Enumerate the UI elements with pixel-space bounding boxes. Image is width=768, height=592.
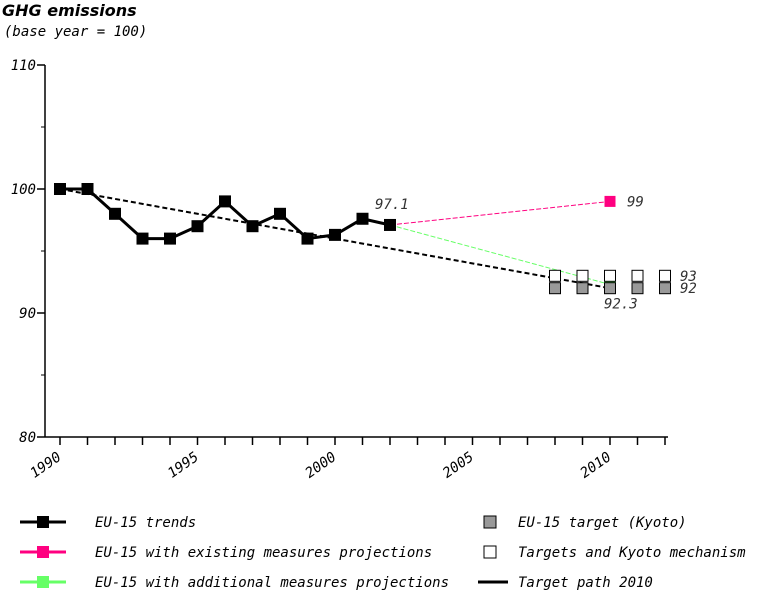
legend-marker [37, 576, 49, 588]
x-tick-label: 2010 [577, 449, 614, 481]
y-tick-label: 100 [11, 182, 36, 198]
legend-label: Target path 2010 [518, 575, 653, 591]
data-label: 99 [627, 194, 644, 210]
legend-label: EU-15 trends [95, 515, 196, 531]
series-line-2 [389, 224, 611, 285]
legend-marker [483, 545, 497, 559]
x-tick-label: 1995 [165, 449, 202, 481]
data-point-0 [274, 207, 286, 220]
data-label: 93 [680, 269, 697, 285]
data-point-kyoto-target [659, 282, 671, 295]
data-point-0 [329, 228, 341, 241]
data-point-kyoto-target [549, 282, 561, 295]
legend-label: EU-15 with existing measures projections [95, 545, 432, 561]
legend-label: Targets and Kyoto mechanism [518, 545, 746, 561]
data-point-1 [604, 195, 616, 207]
data-point-0 [136, 232, 149, 245]
data-point-kyoto-mechanism [631, 269, 644, 282]
data-point-0 [301, 232, 314, 245]
data-point-kyoto-target [604, 282, 616, 295]
legend-label: EU-15 target (Kyoto) [518, 515, 687, 531]
data-label: 92 [680, 281, 697, 297]
data-point-0 [109, 207, 121, 220]
data-point-kyoto-mechanism [604, 269, 616, 282]
legend-marker [37, 516, 49, 528]
data-label: 97.1 [375, 197, 409, 213]
data-point-0 [81, 183, 94, 195]
data-point-kyoto-mechanism [659, 269, 671, 282]
series-line-target-path [59, 188, 611, 290]
data-point-0 [356, 212, 369, 225]
data-point-kyoto-mechanism [549, 269, 561, 282]
data-point-0 [246, 220, 259, 233]
y-tick-label: 90 [19, 306, 36, 322]
data-point-0 [219, 195, 231, 208]
data-point-0 [191, 220, 204, 233]
x-tick-label: 1990 [27, 449, 64, 481]
data-point-0 [164, 232, 176, 245]
y-tick-label: 110 [11, 58, 36, 74]
legend-marker [483, 515, 497, 529]
chart-subtitle: (base year = 100) [4, 24, 148, 40]
data-label: 92.3 [604, 296, 638, 312]
data-point-kyoto-target [576, 282, 589, 295]
data-point-0 [54, 183, 66, 195]
legend-label: EU-15 with additional measures projectio… [95, 575, 449, 591]
x-tick-label: 2000 [302, 449, 339, 481]
y-tick-label: 80 [19, 430, 36, 446]
series-line-1 [389, 200, 611, 226]
data-point-kyoto-target [631, 282, 644, 295]
chart-title: GHG emissions [2, 1, 137, 20]
x-tick-label: 2005 [440, 449, 477, 481]
data-point-0 [384, 218, 396, 231]
legend-marker [37, 546, 49, 558]
data-point-kyoto-mechanism [576, 269, 589, 282]
